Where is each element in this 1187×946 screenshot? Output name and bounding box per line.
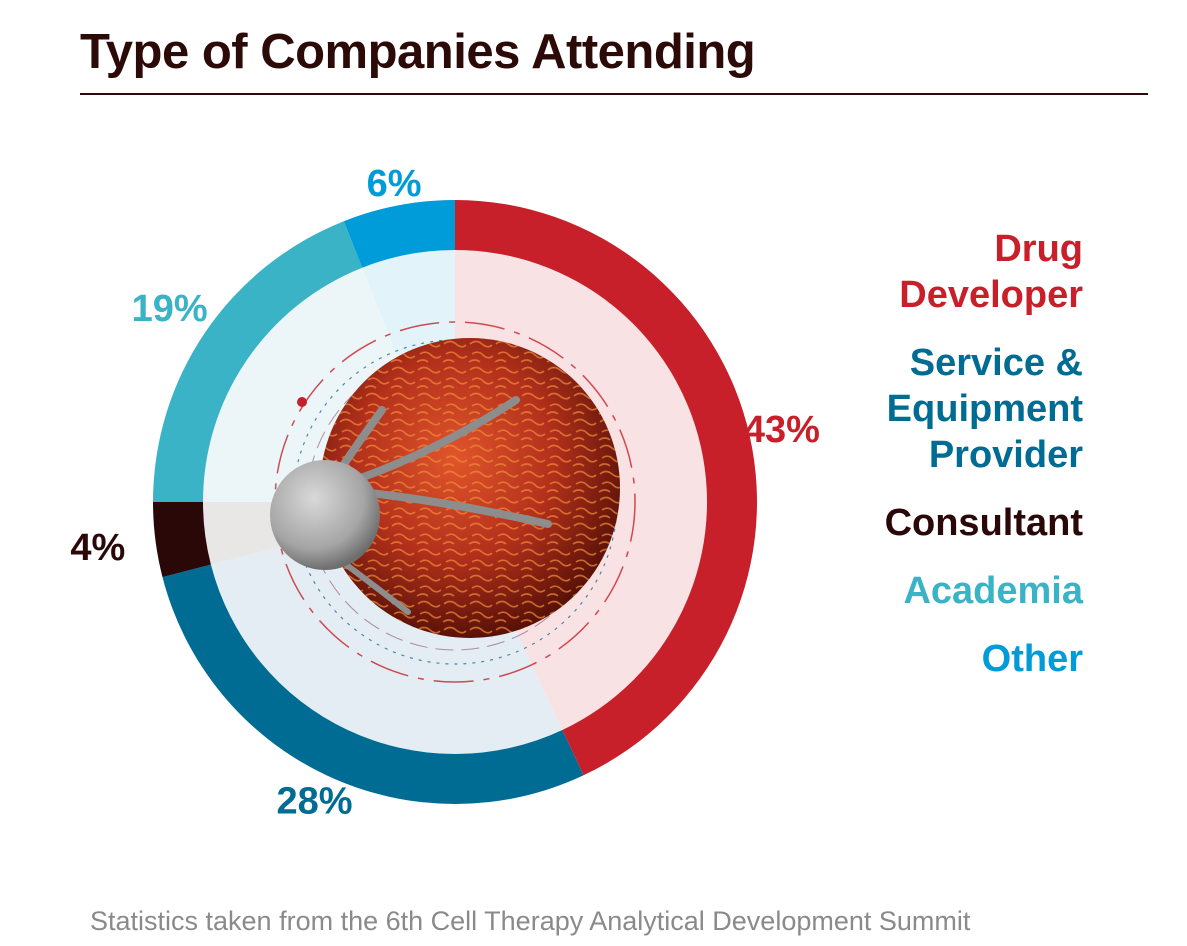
legend-item-service-equipment-provider: Service & Equipment Provider <box>743 340 1083 478</box>
data-label-consultant: 4% <box>70 527 125 569</box>
percent-labels: 43% 28% 4% 19% 6% <box>70 163 820 823</box>
slice-drug-developer <box>455 200 757 776</box>
legend-item-drug-developer: Drug Developer <box>743 226 1083 318</box>
legend-label: Other <box>981 638 1083 680</box>
data-label-drug-developer: 43% <box>744 409 820 451</box>
t-cell <box>270 460 380 570</box>
data-label-service-equipment-provider: 28% <box>276 781 352 823</box>
legend-item-other: Other <box>743 636 1083 682</box>
legend: Drug Developer Service & Equipment Provider… <box>743 226 1083 682</box>
cell-illustration <box>270 321 636 683</box>
legend-label: Academia <box>903 570 1083 612</box>
chart-title: Type of Companies Attending <box>80 25 756 79</box>
title-divider <box>80 93 1148 95</box>
data-label-academia: 19% <box>132 288 208 330</box>
t-cell-receptor <box>297 397 307 407</box>
legend-label: Drug Developer <box>899 228 1083 316</box>
slice-academia <box>153 221 363 502</box>
legend-label: Service & Equipment Provider <box>886 342 1083 476</box>
data-label-other: 6% <box>367 163 422 205</box>
cancer-cell-texture <box>320 338 620 638</box>
slice-other <box>343 200 455 268</box>
legend-item-academia: Academia <box>743 568 1083 614</box>
legend-item-consultant: Consultant <box>743 500 1083 546</box>
t-cell-extension-4 <box>337 557 411 615</box>
slice-service-equipment-provider <box>162 564 584 804</box>
source-note: Statistics taken from the 6th Cell Thera… <box>90 906 971 936</box>
t-cell-extension-2 <box>351 396 520 484</box>
legend-label: Consultant <box>884 502 1083 544</box>
slice-consultant <box>153 502 211 578</box>
outer-ring-layer <box>153 200 757 804</box>
t-cell-extension-1 <box>356 488 552 528</box>
